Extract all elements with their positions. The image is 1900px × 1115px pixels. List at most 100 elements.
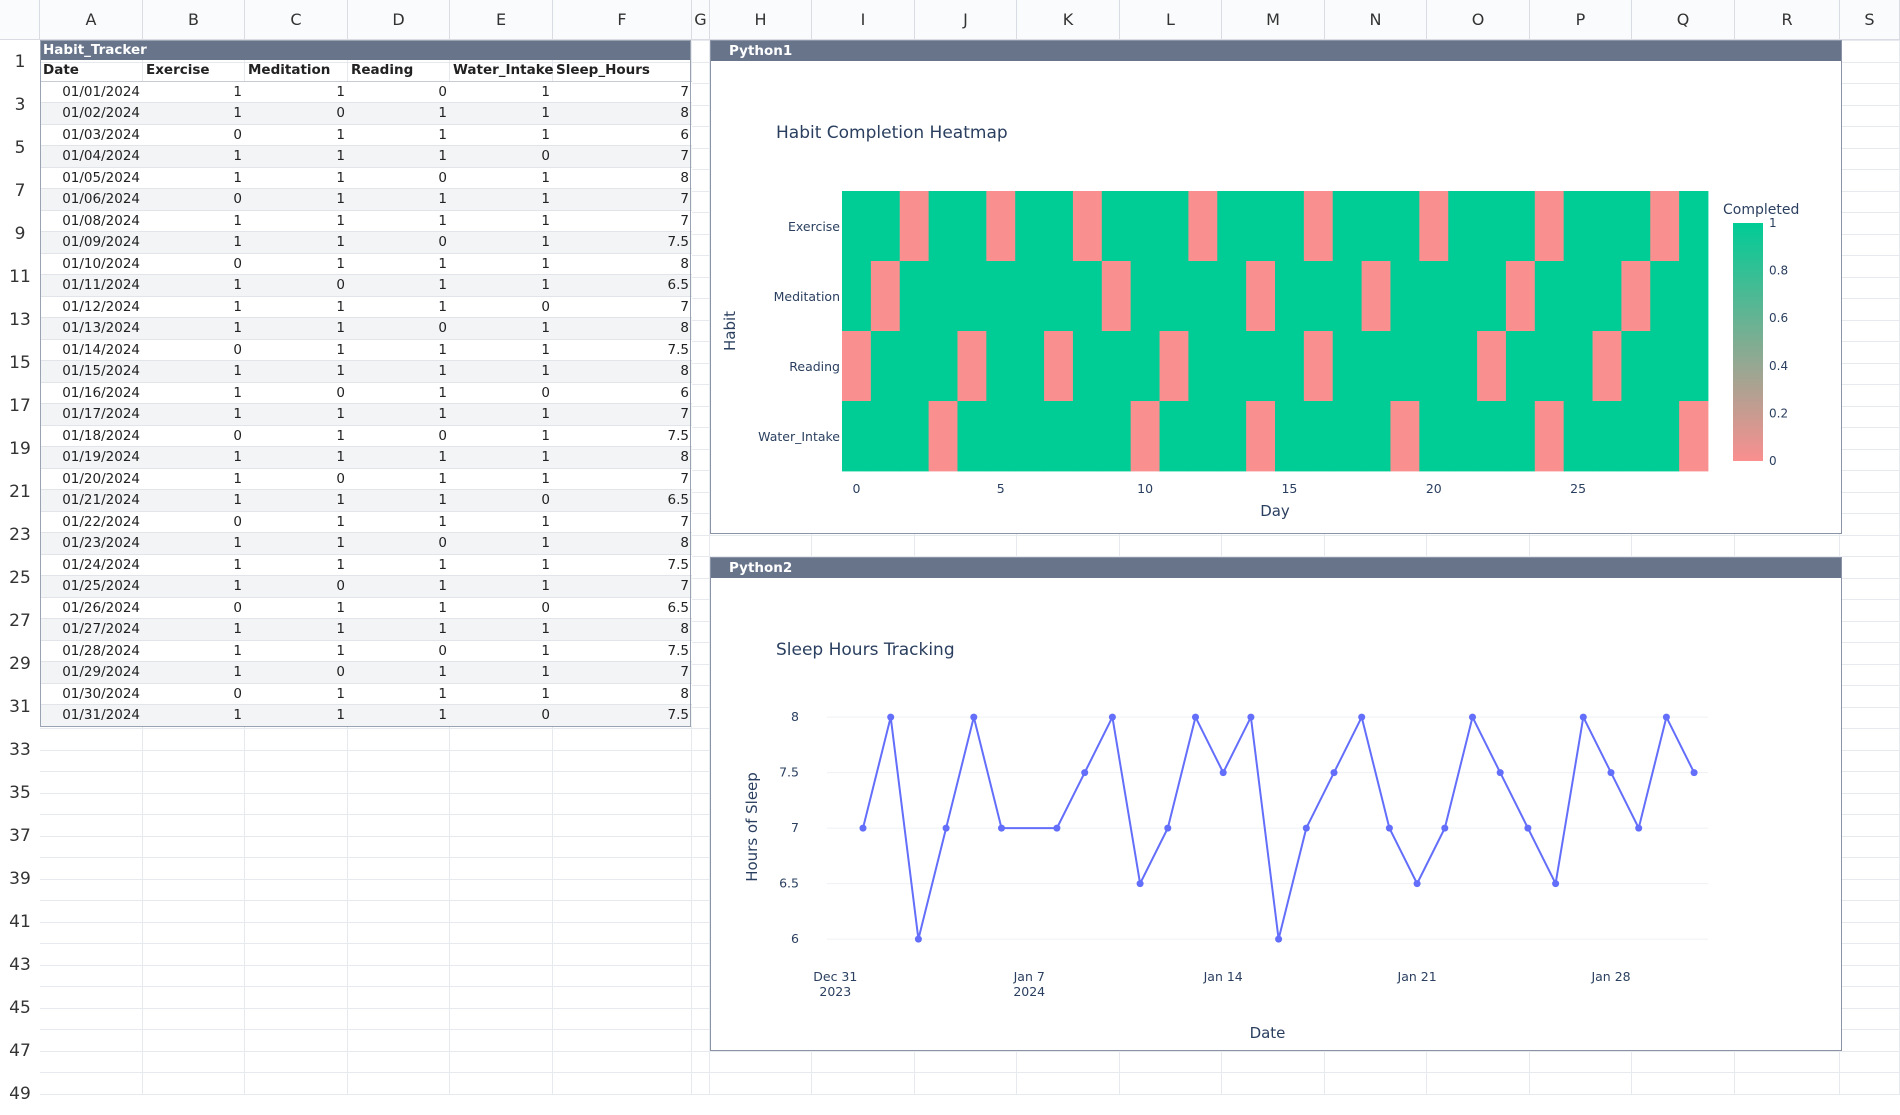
table-cell[interactable]: 1 xyxy=(245,425,348,447)
table-cell[interactable]: 8 xyxy=(553,361,692,383)
sleep-point[interactable] xyxy=(1192,713,1199,721)
heatmap-cell[interactable] xyxy=(1592,401,1622,472)
table-cell[interactable]: 1 xyxy=(348,275,450,297)
table-cell[interactable]: 8 xyxy=(553,167,692,189)
table-cell[interactable]: 0 xyxy=(143,124,245,146)
table-cell[interactable]: 1 xyxy=(450,662,553,684)
heatmap-cell[interactable] xyxy=(1303,331,1334,402)
table-cell[interactable]: 1 xyxy=(143,275,245,297)
column-header-J[interactable]: J xyxy=(915,0,1017,40)
row-header-7[interactable]: 7 xyxy=(14,180,26,201)
heatmap-cell[interactable] xyxy=(928,191,958,262)
heatmap-cell[interactable] xyxy=(1448,401,1478,472)
table-cell[interactable]: 8 xyxy=(553,533,692,555)
table-cell[interactable]: 1 xyxy=(143,81,245,103)
column-header-C[interactable]: C xyxy=(245,0,348,40)
heatmap-cell[interactable] xyxy=(928,331,958,402)
heatmap-cell[interactable] xyxy=(1303,401,1334,472)
table-cell[interactable]: 01/16/2024 xyxy=(40,382,143,404)
row-header-9[interactable]: 9 xyxy=(14,223,26,244)
table-cell[interactable]: 1 xyxy=(143,640,245,662)
table-header-cell[interactable]: Reading xyxy=(348,60,450,82)
table-cell[interactable]: 1 xyxy=(245,296,348,318)
table-cell[interactable]: 8 xyxy=(553,318,692,340)
heatmap-cell[interactable] xyxy=(1101,191,1132,262)
table-cell[interactable]: 1 xyxy=(450,210,553,232)
table-cell[interactable]: 1 xyxy=(450,447,553,469)
heatmap-cell[interactable] xyxy=(957,401,987,472)
heatmap-cell[interactable] xyxy=(1679,331,1709,402)
sleep-point[interactable] xyxy=(1108,713,1116,721)
sleep-point[interactable] xyxy=(1330,769,1338,777)
table-cell[interactable]: 1 xyxy=(143,554,245,576)
table-cell[interactable]: 01/11/2024 xyxy=(40,275,143,297)
table-cell[interactable]: 7.5 xyxy=(553,640,692,662)
table-cell[interactable]: 7.5 xyxy=(553,425,692,447)
heatmap-cell[interactable] xyxy=(1072,191,1103,262)
column-header-M[interactable]: M xyxy=(1222,0,1325,40)
select-all-corner[interactable] xyxy=(0,0,40,40)
heatmap-cell[interactable] xyxy=(899,401,929,472)
table-cell[interactable]: 1 xyxy=(348,662,450,684)
table-cell[interactable]: 1 xyxy=(348,683,450,705)
table-cell[interactable]: 7 xyxy=(553,662,692,684)
table-cell[interactable]: 7.5 xyxy=(553,232,692,254)
heatmap-cell[interactable] xyxy=(1188,401,1218,472)
table-cell[interactable]: 01/12/2024 xyxy=(40,296,143,318)
column-header-A[interactable]: A xyxy=(40,0,143,40)
habit-heatmap-chart[interactable]: Habit Completion Heatmap Exercise Meditati… xyxy=(711,61,1841,533)
table-header-cell[interactable]: Sleep_Hours xyxy=(553,60,692,82)
heatmap-cell[interactable] xyxy=(1217,261,1247,332)
heatmap-cell[interactable] xyxy=(1246,191,1276,262)
table-cell[interactable]: 1 xyxy=(348,576,450,598)
table-cell[interactable]: 01/24/2024 xyxy=(40,554,143,576)
row-header-23[interactable]: 23 xyxy=(9,524,31,545)
table-cell[interactable]: 01/14/2024 xyxy=(40,339,143,361)
python1-panel[interactable]: Python1 Habit Completion Heatmap Exercise… xyxy=(710,40,1842,534)
sleep-point[interactable] xyxy=(1302,824,1310,832)
table-cell[interactable]: 01/25/2024 xyxy=(40,576,143,598)
heatmap-cell[interactable] xyxy=(1072,261,1103,332)
heatmap-cell[interactable] xyxy=(1419,261,1449,332)
table-cell[interactable]: 7 xyxy=(553,468,692,490)
column-header-P[interactable]: P xyxy=(1530,0,1632,40)
table-cell[interactable]: 7 xyxy=(553,146,692,168)
table-cell[interactable]: 7 xyxy=(553,576,692,598)
column-header-S[interactable]: S xyxy=(1840,0,1900,40)
table-cell[interactable]: 0 xyxy=(143,511,245,533)
heatmap-cell[interactable] xyxy=(1130,331,1160,402)
table-cell[interactable]: 1 xyxy=(450,189,553,211)
heatmap-cell[interactable] xyxy=(1534,261,1565,332)
heatmap-cell[interactable] xyxy=(1159,331,1189,402)
heatmap-cell[interactable] xyxy=(842,261,872,332)
table-cell[interactable]: 1 xyxy=(143,210,245,232)
heatmap-cell[interactable] xyxy=(1217,401,1247,472)
table-cell[interactable]: 1 xyxy=(245,597,348,619)
table-cell[interactable]: 0 xyxy=(245,468,348,490)
sleep-point[interactable] xyxy=(1136,880,1144,888)
table-cell[interactable]: 8 xyxy=(553,619,692,641)
table-cell[interactable]: 7 xyxy=(553,81,692,103)
table-cell[interactable]: 01/03/2024 xyxy=(40,124,143,146)
table-cell[interactable]: 8 xyxy=(553,683,692,705)
heatmap-cell[interactable] xyxy=(1188,331,1218,402)
table-cell[interactable]: 7 xyxy=(553,404,692,426)
table-cell[interactable]: 0 xyxy=(245,275,348,297)
heatmap-cell[interactable] xyxy=(1679,191,1709,262)
table-cell[interactable]: 1 xyxy=(450,81,553,103)
column-header-D[interactable]: D xyxy=(348,0,450,40)
heatmap-cell[interactable] xyxy=(1072,401,1103,472)
heatmap-cell[interactable] xyxy=(1621,401,1651,472)
sleep-point[interactable] xyxy=(1579,713,1587,721)
heatmap-cell[interactable] xyxy=(1015,401,1045,472)
sleep-point[interactable] xyxy=(1469,713,1476,721)
table-cell[interactable]: 0 xyxy=(450,382,553,404)
heatmap-cell[interactable] xyxy=(1621,331,1651,402)
table-cell[interactable]: 1 xyxy=(348,554,450,576)
table-cell[interactable]: 1 xyxy=(450,533,553,555)
table-cell[interactable]: 1 xyxy=(245,361,348,383)
table-cell[interactable]: 1 xyxy=(245,210,348,232)
column-header-R[interactable]: R xyxy=(1735,0,1840,40)
heatmap-cell[interactable] xyxy=(1650,191,1680,262)
table-cell[interactable]: 0 xyxy=(348,167,450,189)
